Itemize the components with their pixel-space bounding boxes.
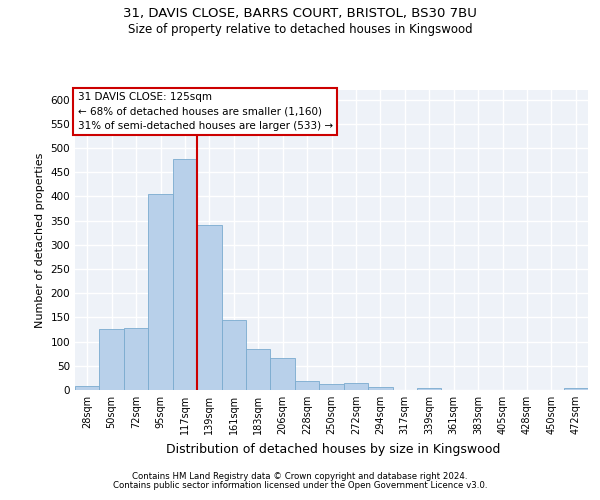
Bar	[319, 384, 344, 390]
Text: Size of property relative to detached houses in Kingswood: Size of property relative to detached ho…	[128, 22, 472, 36]
Bar	[295, 381, 319, 390]
Bar	[124, 328, 148, 390]
Bar	[221, 320, 246, 390]
Text: 31, DAVIS CLOSE, BARRS COURT, BRISTOL, BS30 7BU: 31, DAVIS CLOSE, BARRS COURT, BRISTOL, B…	[123, 8, 477, 20]
Bar	[344, 383, 368, 390]
Bar	[148, 194, 173, 390]
Bar	[100, 328, 124, 390]
Text: 31 DAVIS CLOSE: 125sqm
← 68% of detached houses are smaller (1,160)
31% of semi-: 31 DAVIS CLOSE: 125sqm ← 68% of detached…	[77, 92, 332, 131]
Bar	[417, 388, 442, 390]
Bar	[271, 358, 295, 390]
Bar	[368, 386, 392, 390]
Bar	[246, 350, 271, 390]
Bar	[197, 224, 221, 390]
Text: Contains public sector information licensed under the Open Government Licence v3: Contains public sector information licen…	[113, 481, 487, 490]
Bar	[75, 386, 100, 390]
Text: Distribution of detached houses by size in Kingswood: Distribution of detached houses by size …	[166, 442, 500, 456]
Text: Contains HM Land Registry data © Crown copyright and database right 2024.: Contains HM Land Registry data © Crown c…	[132, 472, 468, 481]
Y-axis label: Number of detached properties: Number of detached properties	[35, 152, 45, 328]
Bar	[563, 388, 588, 390]
Bar	[173, 159, 197, 390]
